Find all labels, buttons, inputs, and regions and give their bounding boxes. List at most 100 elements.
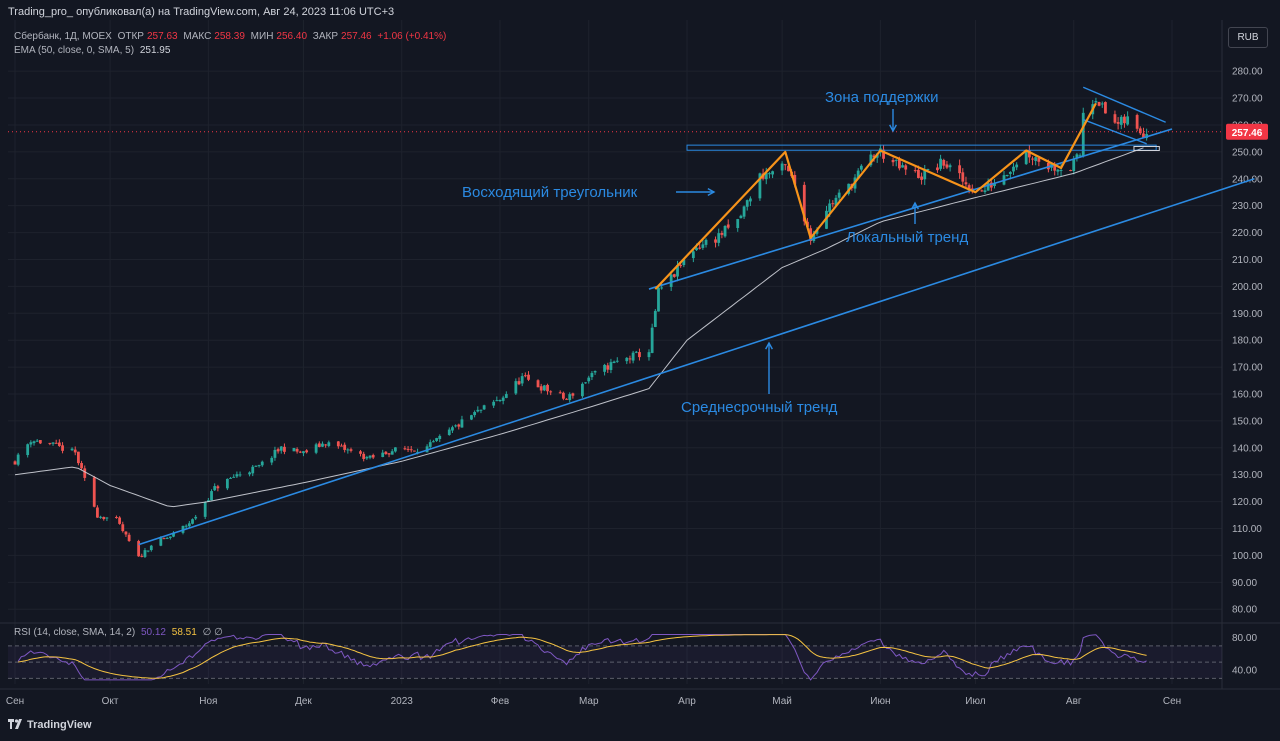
candle-body bbox=[225, 478, 229, 489]
candle-body bbox=[457, 424, 461, 427]
currency-button[interactable]: RUB bbox=[1228, 27, 1268, 48]
candle-body bbox=[726, 224, 730, 228]
candle-body bbox=[368, 455, 372, 458]
support-zone-arrow-head bbox=[889, 124, 897, 133]
price-axis-label: 230.00 bbox=[1232, 201, 1263, 212]
candle-body bbox=[1097, 101, 1101, 106]
candle-body bbox=[565, 398, 568, 400]
candle-body bbox=[812, 234, 816, 242]
time-axis-label: Сен bbox=[1163, 696, 1181, 707]
candle-body bbox=[482, 405, 486, 410]
candle-body bbox=[527, 374, 530, 380]
candle-body bbox=[194, 516, 198, 519]
candle-body bbox=[340, 445, 343, 447]
symbol-label[interactable]: Сбербанк, 1Д, MOEX bbox=[14, 31, 112, 42]
ohlc-legend: Сбербанк, 1Д, MOEX ОТКР 257.63 МАКС 258.39… bbox=[14, 31, 449, 42]
candle-body bbox=[260, 461, 264, 466]
rsi-ma-line bbox=[18, 634, 1147, 679]
candle-body bbox=[149, 545, 153, 551]
local-trend-arrow-head bbox=[911, 201, 919, 210]
candle-body bbox=[1094, 101, 1098, 103]
candle-body bbox=[254, 465, 258, 467]
candle-body bbox=[609, 362, 613, 370]
candle-body bbox=[121, 524, 125, 532]
candle-body bbox=[409, 449, 413, 451]
candle-body bbox=[869, 154, 873, 166]
candle-body bbox=[384, 451, 388, 454]
candle-body bbox=[653, 310, 657, 327]
candle-body bbox=[479, 409, 483, 411]
candle-body bbox=[48, 442, 52, 444]
candle-body bbox=[365, 456, 369, 459]
candle-body bbox=[476, 409, 480, 412]
candle-body bbox=[191, 519, 194, 524]
candle-body bbox=[349, 449, 353, 451]
candle-body bbox=[51, 442, 55, 444]
annotation-ascending-triangle: Восходящий треугольник bbox=[462, 184, 638, 201]
price-axis-label: 130.00 bbox=[1232, 470, 1263, 481]
price-axis-label: 120.00 bbox=[1232, 497, 1263, 508]
candle-body bbox=[1053, 165, 1057, 171]
price-axis-label: 110.00 bbox=[1232, 524, 1262, 535]
candle-body bbox=[298, 451, 302, 453]
candle-body bbox=[61, 445, 64, 451]
price-axis-label: 280.00 bbox=[1232, 67, 1263, 78]
tradingview-brand[interactable]: TradingView bbox=[8, 719, 92, 731]
change-value: +1.06 (+0.41%) bbox=[377, 31, 447, 42]
candle-body bbox=[691, 251, 695, 259]
candle-body bbox=[942, 159, 946, 166]
time-axis-label: Дек bbox=[295, 696, 312, 707]
candle-body bbox=[1113, 114, 1117, 123]
candle-body bbox=[232, 476, 236, 478]
candle-body bbox=[428, 442, 432, 447]
candle-body bbox=[558, 392, 562, 394]
candle-body bbox=[1024, 150, 1028, 165]
rsi-axis-label: 80.00 bbox=[1232, 633, 1257, 644]
candle-body bbox=[625, 357, 629, 362]
candle-body bbox=[1116, 122, 1120, 124]
candle-body bbox=[581, 383, 584, 397]
candle-body bbox=[317, 443, 321, 447]
candle-body bbox=[460, 419, 464, 428]
candle-body bbox=[1104, 102, 1107, 114]
candle-body bbox=[736, 219, 740, 229]
grid-lines bbox=[8, 20, 1222, 684]
candle-body bbox=[634, 351, 638, 353]
price-axis-label: 210.00 bbox=[1232, 255, 1263, 266]
candle-body bbox=[32, 441, 36, 444]
candle-body bbox=[904, 165, 908, 170]
rsi-legend[interactable]: RSI (14, close, SMA, 14, 2) 50.12 58.51 … bbox=[14, 627, 226, 638]
candle-body bbox=[986, 182, 990, 191]
price-axis-label: 180.00 bbox=[1232, 336, 1263, 347]
open-value: 257.63 bbox=[146, 31, 178, 42]
time-axis-label: Апр bbox=[678, 696, 696, 707]
candle-body bbox=[682, 259, 686, 265]
open-label: ОТКР bbox=[117, 31, 144, 42]
candle-body bbox=[393, 447, 397, 452]
candle-body bbox=[83, 468, 87, 478]
rsi-line bbox=[17, 634, 1147, 681]
tradingview-logo-icon bbox=[8, 719, 22, 729]
candle-body bbox=[669, 274, 673, 287]
candle-body bbox=[314, 444, 318, 453]
candle-body bbox=[723, 225, 727, 237]
candle-body bbox=[302, 451, 305, 454]
price-axis-label: 240.00 bbox=[1232, 174, 1263, 185]
candle-body bbox=[676, 264, 679, 277]
candle-body bbox=[118, 517, 122, 524]
candle-body bbox=[146, 550, 150, 552]
high-label: МАКС bbox=[183, 31, 212, 42]
candle-body bbox=[764, 172, 768, 180]
candle-body bbox=[210, 491, 213, 501]
price-axis-label: 160.00 bbox=[1232, 390, 1263, 401]
candle-body bbox=[451, 427, 454, 431]
candle-body bbox=[549, 391, 553, 393]
candle-body bbox=[787, 165, 790, 172]
tradingview-brand-name: TradingView bbox=[27, 719, 92, 731]
ema-legend[interactable]: EMA (50, close, 0, SMA, 5) 251.95 bbox=[14, 45, 173, 56]
low-label: МИН bbox=[250, 31, 274, 42]
candle-body bbox=[612, 361, 616, 363]
candle-body bbox=[913, 170, 917, 172]
candle-body bbox=[793, 175, 797, 185]
